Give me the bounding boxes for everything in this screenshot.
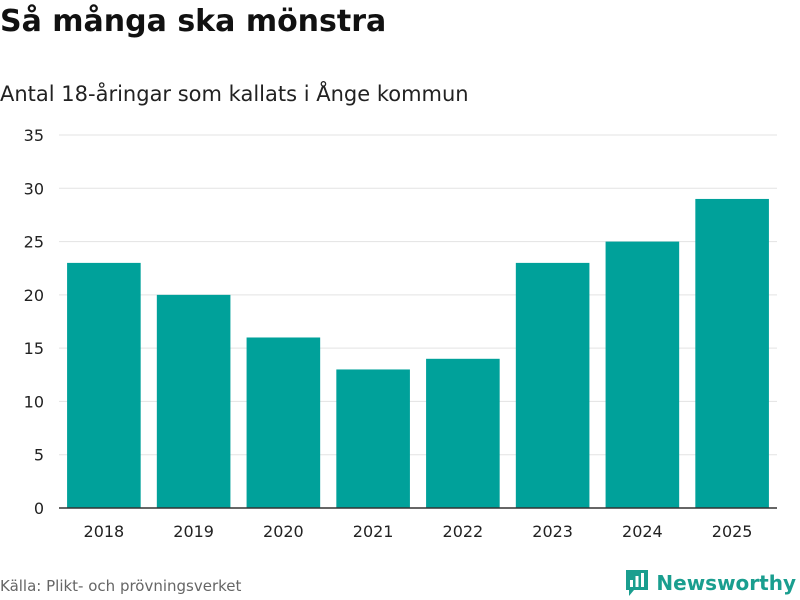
brand-name: Newsworthy: [656, 571, 796, 595]
brand-logo[interactable]: Newsworthy: [624, 568, 796, 598]
x-tick-label: 2025: [712, 522, 753, 541]
y-tick-label: 10: [24, 392, 44, 411]
bars: [67, 198, 769, 509]
bar-2019[interactable]: [156, 294, 231, 508]
bar-2024[interactable]: [605, 241, 680, 509]
bar-2025[interactable]: [695, 198, 769, 508]
chart-subtitle: Antal 18-åringar som kallats i Ånge komm…: [0, 82, 469, 106]
y-tick-label: 25: [24, 233, 44, 252]
x-tick-label: 2019: [173, 522, 214, 541]
x-tick-label: 2024: [622, 522, 663, 541]
source-note: Källa: Plikt- och prövningsverket: [0, 577, 242, 595]
y-tick-label: 15: [24, 339, 44, 358]
y-tick-label: 20: [24, 286, 44, 305]
bar-2022[interactable]: [426, 358, 500, 508]
y-tick-label: 5: [34, 446, 44, 465]
chart-title: Så många ska mönstra: [0, 4, 387, 39]
x-tick-label: 2022: [443, 522, 484, 541]
y-axis-ticks: 0 5 10 15 20 25 30 35: [24, 126, 44, 518]
x-tick-label: 2018: [84, 522, 125, 541]
x-axis-ticks: 2018 2019 2020 2021 2022 2023 2024 2025: [84, 522, 753, 541]
bar-2023[interactable]: [515, 262, 590, 508]
bar-2018[interactable]: [67, 262, 141, 508]
x-tick-label: 2023: [532, 522, 573, 541]
y-tick-label: 30: [24, 179, 44, 198]
bar-2020[interactable]: [246, 337, 321, 508]
bar-2021[interactable]: [336, 369, 410, 508]
x-tick-label: 2021: [353, 522, 394, 541]
y-tick-label: 35: [24, 126, 44, 145]
newsworthy-logo-icon: [626, 570, 649, 596]
x-tick-label: 2020: [263, 522, 304, 541]
y-tick-label: 0: [34, 499, 44, 518]
